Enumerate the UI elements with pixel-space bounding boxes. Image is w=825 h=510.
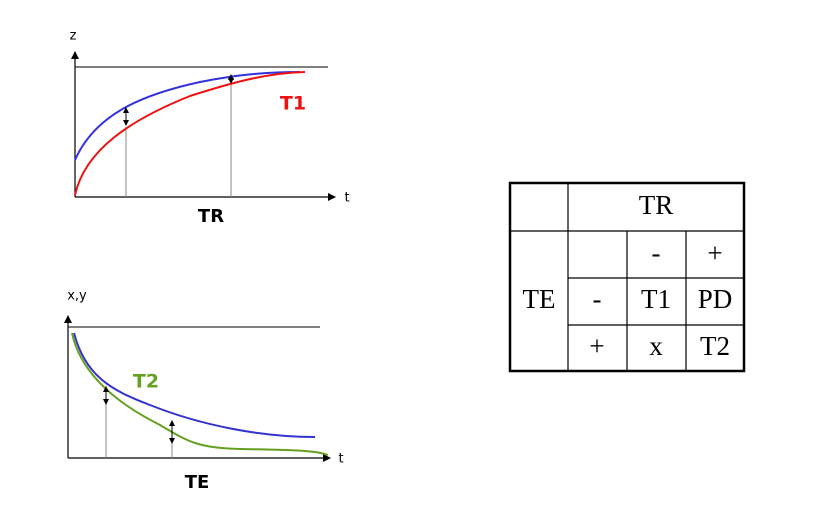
table-cell: + [589, 331, 604, 361]
x-label: t [344, 191, 349, 206]
blue-curve [74, 71, 301, 161]
caption: TR [198, 206, 224, 227]
table-cell: - [593, 284, 602, 314]
table-cell: T1 [641, 284, 671, 314]
table-cell: T2 [700, 331, 730, 361]
column-sign: - [652, 238, 661, 268]
y-label: z [70, 29, 77, 44]
green-curve [71, 332, 329, 456]
row-label: TE [523, 284, 556, 314]
red-curve [74, 71, 306, 196]
blue-curve [73, 332, 316, 438]
y-label: x,y [67, 289, 87, 304]
curve-label: T1 [280, 93, 306, 115]
top-plot: z t T1 TR [70, 29, 350, 228]
table-cell: PD [698, 284, 733, 314]
column-sign: + [707, 238, 722, 268]
bottom-plot: x,y t T2 TE [64, 289, 344, 493]
x-label: t [338, 452, 343, 467]
curve-label: T2 [133, 371, 159, 393]
table-header: TR [639, 190, 674, 220]
caption: TE [185, 472, 210, 493]
table-cell: x [649, 331, 663, 361]
table: TR TE - + - T1 PD + x T2 [508, 181, 746, 373]
